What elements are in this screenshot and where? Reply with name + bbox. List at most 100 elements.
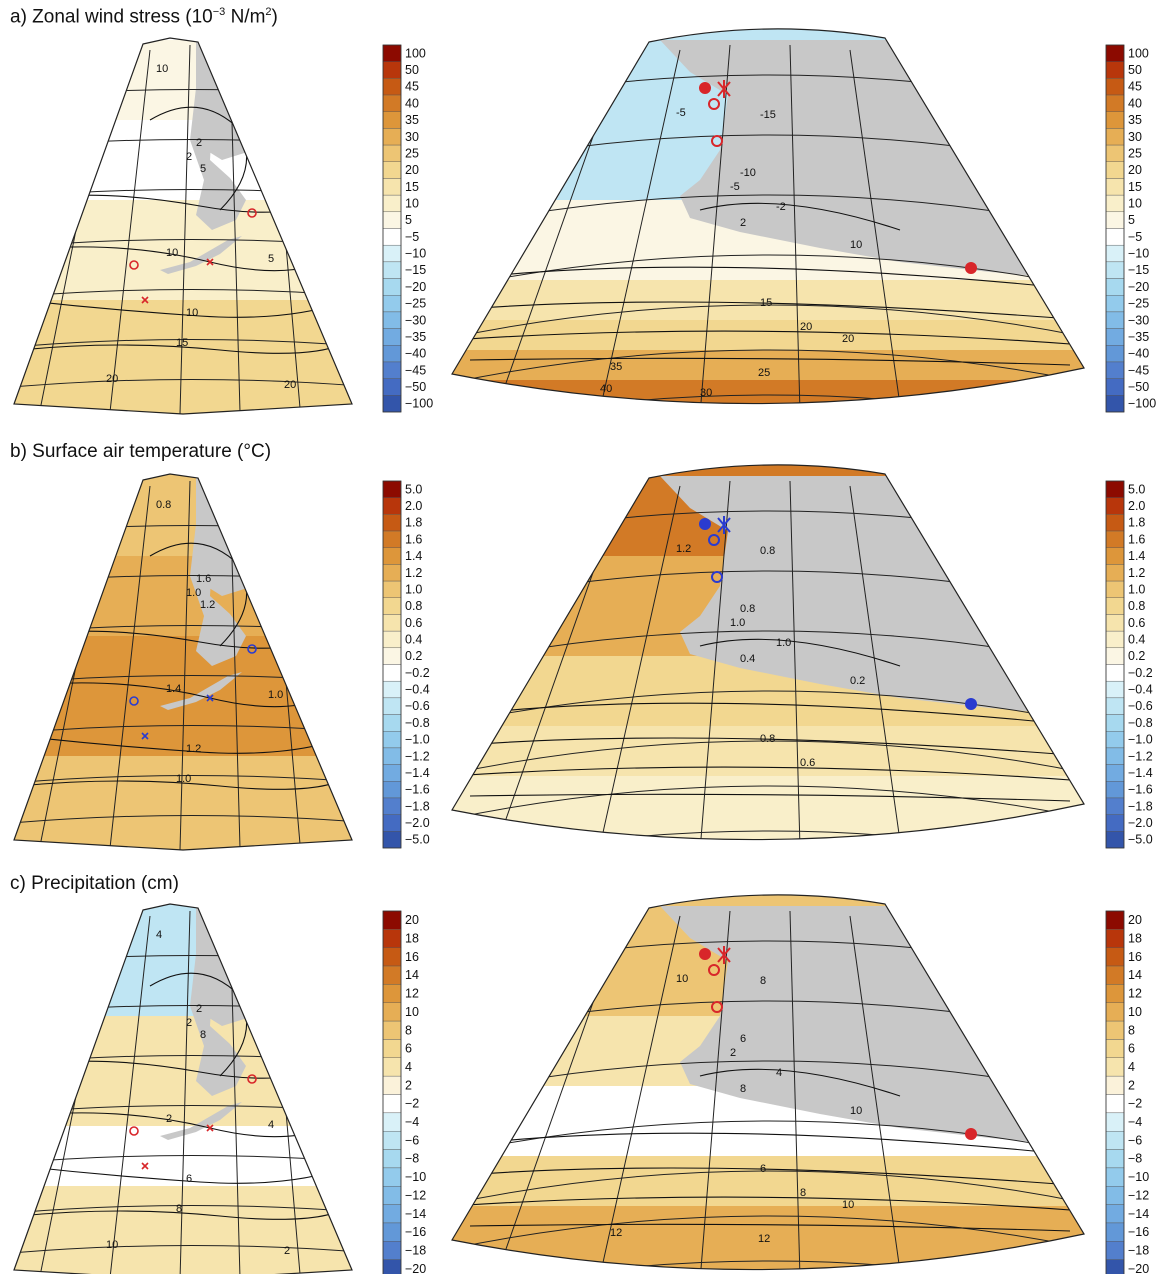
colorbar-swatch [382,178,402,196]
colorbar-tick-label: 20 [405,163,419,177]
colorbar-tick-label: −1.8 [405,799,430,813]
map-fill-band [452,1156,1084,1206]
colorbar-swatch [382,614,402,632]
colorbar-tick-label: 15 [1128,180,1142,194]
colorbar-tick-label: 6 [405,1042,412,1056]
longitude-line [849,915,901,1270]
colorbar-swatch [382,295,402,313]
colorbar-tick-label: −8 [1128,1152,1142,1166]
contour-label: 0.6 [800,757,815,769]
contour-label: 0.2 [850,675,865,687]
colorbar-swatch [1105,1222,1125,1242]
contour-label: 1.0 [186,587,201,599]
contour-label: 8 [760,975,766,987]
colorbar-tick-label: −40 [405,347,426,361]
longitude-line [849,49,901,404]
site-circle-marker [129,1126,139,1136]
colorbar-tick-label: −1.4 [405,766,430,780]
panel-c-title: c) Precipitation (cm) [10,873,179,895]
longitude-line [109,485,151,849]
longitude-line [789,910,801,1270]
panel-c-title-text: c) Precipitation (cm) [10,873,179,894]
contour-label: 10 [676,973,688,985]
colorbar-tick-label: 5.0 [405,482,422,496]
colorbar-swatch [1105,161,1125,179]
colorbar-swatch [382,965,402,985]
colorbar-tick-label: 18 [405,932,419,946]
contour-line [19,775,351,790]
colorbar-swatch [382,1075,402,1095]
colorbar-tick-label: 5 [1128,213,1135,227]
colorbar-tick-label: −18 [405,1243,426,1257]
colorbar-swatch [1105,480,1125,498]
colorbar-tick-label: −5 [1128,230,1142,244]
colorbar-swatch [1105,1167,1125,1187]
colorbar-tick-label: −0.4 [1128,683,1153,697]
colorbar-tick-label: 25 [405,146,419,160]
longitude-line [599,49,681,404]
contour-label: 10 [842,1199,854,1211]
colorbar-tick-label: 14 [405,968,419,982]
latitude-line [14,378,352,389]
colorbar-swatch [1105,1039,1125,1058]
land-island [160,1102,242,1140]
colorbar-swatch [1105,530,1125,548]
map-outline [13,473,353,851]
latitude-line [452,254,1084,291]
colorbar-swatch [382,680,402,699]
colorbar-swatch [382,1149,402,1169]
colorbar-tick-label: −1.0 [1128,733,1153,747]
contour-label: 10 [106,1239,118,1251]
colorbar-tick-label: −5.0 [405,833,430,847]
panel-a-title-exponent: −3 [212,6,226,18]
colorbar-swatch [1105,984,1125,1003]
colorbar-swatch [382,910,402,930]
colorbar-tick-label: 50 [1128,63,1142,77]
contour-line [469,1223,1071,1232]
colorbar-frame [382,910,402,1274]
colorbar-swatch [382,480,402,498]
contour-label: 0.4 [740,653,755,665]
colorbar-tick-label: 4 [405,1060,412,1074]
longitude-line [789,480,801,840]
colorbar-tick-label: −0.8 [1128,716,1153,730]
colorbar-swatch [382,361,402,379]
colorbar-tick-label: 45 [405,80,419,94]
colorbar-tick-label: 0.8 [1128,599,1145,613]
colorbar-swatch [382,244,402,263]
colorbar-swatch [1105,1112,1125,1132]
panel-b-left-map: 0.81.01.21.61.4 1.01.21.0 [13,473,353,851]
colorbar-tick-label: 1.0 [405,582,422,596]
colorbar-swatch [1105,747,1125,765]
contour-label: 35 [610,361,622,373]
contour-line [452,266,1084,291]
contour-label: 5 [268,253,274,265]
panel-a-title-prefix: a) Zonal wind stress (10 [10,6,213,28]
colorbar-swatch [1105,144,1125,162]
colorbar-swatch [382,697,402,715]
colorbar-tick-label: −1.0 [405,733,430,747]
contour-label: 6 [760,1163,766,1175]
contour-label: 12 [758,1233,770,1245]
site-circle-marker [247,644,257,654]
colorbar-tick-label: 16 [1128,950,1142,964]
colorbar-tick-label: 0.2 [1128,649,1145,663]
colorbar-tick-label: −6 [405,1133,419,1147]
panel-c-left-colorbar: 20 18 16 14 12 10 8 6 4 2 −2 −4 −6 −8 −10 −12 −14 −16 −18 −… [382,910,426,1274]
colorbar-swatch [1105,345,1125,363]
colorbar-swatch [382,797,402,815]
colorbar-swatch [1105,78,1125,96]
map-fill-band [14,300,352,414]
colorbar-swatch [1105,929,1125,948]
colorbar-swatch [382,831,402,849]
site-cross-marker [717,516,731,534]
colorbar-tick-label: −100 [405,397,433,411]
colorbar-swatch [382,261,402,279]
latitude-line [452,740,1084,777]
panel-b: 0.81.01.21.61.4 1.01.21.0 5.02.01.81.61.41… [13,464,1153,851]
land-peninsula [190,954,246,1096]
colorbar-swatch [382,547,402,565]
panel-b-right-colorbar: 5.0 2.0 1.8 1.6 1.4 1.2 1.0 0.8 0.6 0.4 0.2 −0.2 −0.… [1105,480,1153,849]
